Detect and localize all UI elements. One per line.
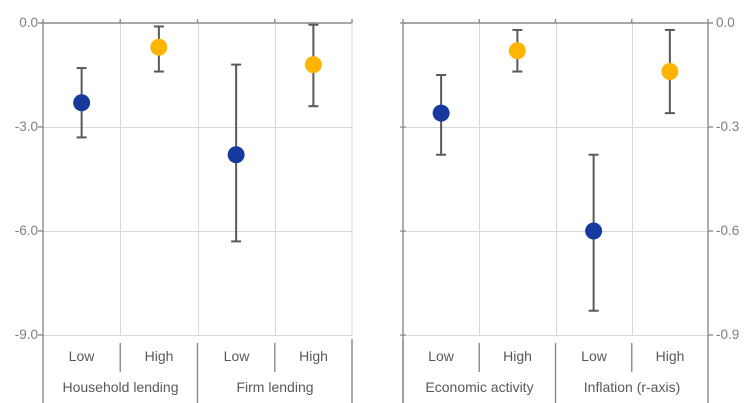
group-label-inflation-r-axis: Inflation (r-axis) xyxy=(583,379,681,395)
data-point-economic-activity-high xyxy=(508,42,526,60)
group-label-economic-activity: Economic activity xyxy=(425,379,534,395)
data-point-inflation-r-axis-low xyxy=(585,222,603,240)
category-label-high: High xyxy=(299,348,328,364)
left-axis-tick-label: -9.0 xyxy=(14,327,38,342)
right-axis-tick-label: 0.0 xyxy=(716,15,735,30)
category-label-high: High xyxy=(503,348,532,364)
category-label-low: Low xyxy=(581,348,607,364)
left-axis-tick-label: -3.0 xyxy=(14,119,38,134)
data-point-inflation-r-axis-high xyxy=(661,63,679,81)
left-axis-tick-label: -6.0 xyxy=(14,223,38,238)
right-axis-tick-label: -0.9 xyxy=(716,327,740,342)
left-axis-tick-label: 0.0 xyxy=(19,15,38,30)
group-label-firm-lending: Firm lending xyxy=(236,379,314,395)
data-point-economic-activity-low xyxy=(432,104,450,122)
category-label-low: Low xyxy=(68,348,95,364)
category-label-low: Low xyxy=(223,348,250,364)
data-point-household-lending-high xyxy=(150,38,168,56)
category-label-high: High xyxy=(144,348,174,364)
category-label-high: High xyxy=(655,348,685,364)
data-point-household-lending-low xyxy=(73,94,91,112)
right-axis-tick-label: -0.6 xyxy=(716,223,740,238)
right-axis-tick-label: -0.3 xyxy=(716,119,740,134)
data-point-firm-lending-low xyxy=(227,146,245,164)
category-label-low: Low xyxy=(428,348,454,364)
group-label-household-lending: Household lending xyxy=(62,379,179,395)
data-point-firm-lending-high xyxy=(304,56,322,74)
